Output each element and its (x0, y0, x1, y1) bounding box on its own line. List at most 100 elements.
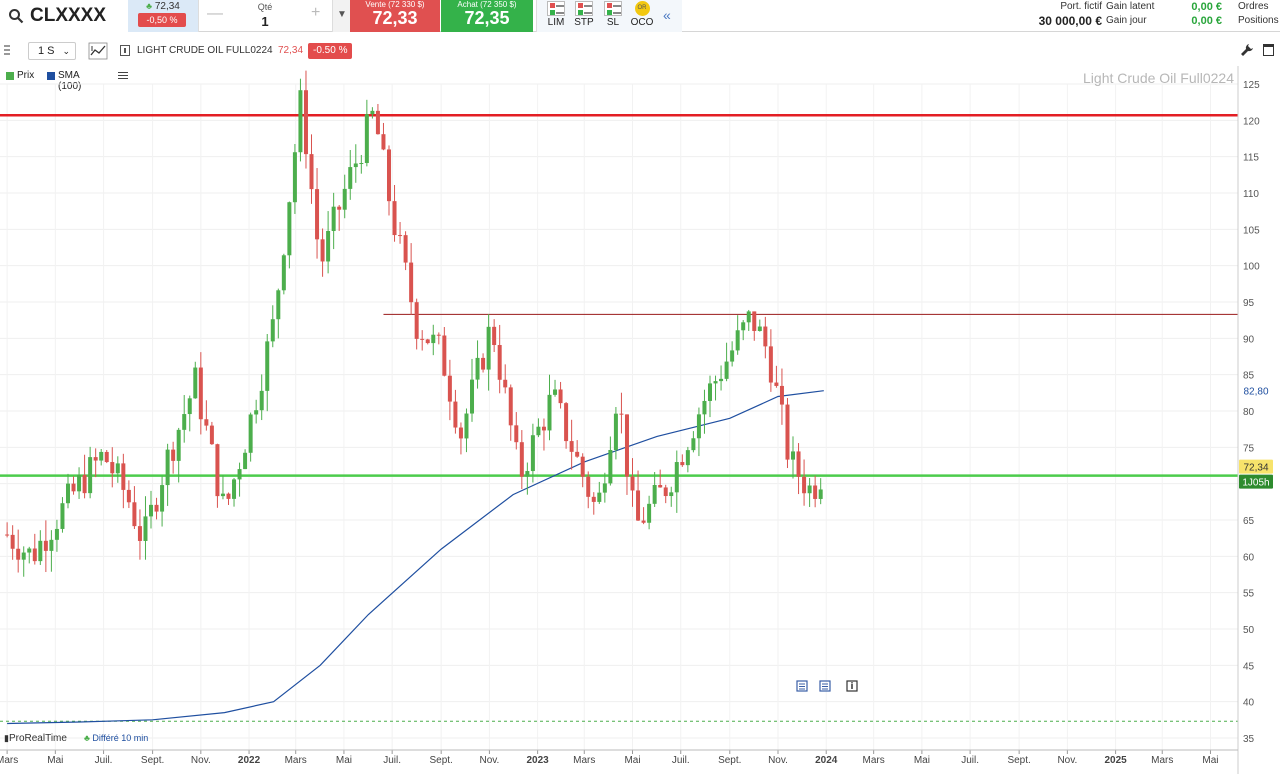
candle-body (375, 110, 380, 135)
buy-button[interactable]: Achat (72 350 $) 72,35 (441, 0, 533, 32)
positions-link[interactable]: Positions (1238, 15, 1279, 26)
candle-body (553, 389, 558, 395)
buy-label: Achat (72 350 $) (457, 0, 517, 9)
order-sl-button[interactable]: SL (598, 1, 628, 28)
candle-body (409, 262, 414, 303)
candle-body (536, 426, 541, 436)
x-axis: Mars Mai Juil. Sept. Nov. 2022 Mars Mai Juil. Sep… (0, 749, 1238, 766)
change-badge: -0,50 % (138, 13, 186, 27)
candle-body (785, 404, 790, 460)
chart-type-icon[interactable] (88, 42, 108, 60)
order-lim-button[interactable]: LIM (541, 1, 571, 28)
candle-body (541, 426, 546, 431)
candle-body (215, 444, 220, 497)
candle-body (652, 485, 657, 504)
candle-body (624, 414, 629, 477)
timeframe-select[interactable]: 1 S ⌄ (28, 42, 76, 60)
y-tick-label: 50 (1243, 625, 1255, 636)
candle-body (663, 487, 668, 497)
sell-button[interactable]: Vente (72 330 $) 72,33 (350, 0, 440, 32)
qty-increment-button[interactable]: + (311, 4, 321, 21)
candle-body (774, 382, 779, 386)
order-stp-button[interactable]: STP (569, 1, 599, 28)
order-oco-button[interactable]: OR OCO (627, 1, 657, 28)
candle-body (171, 449, 176, 461)
candle-body (575, 451, 580, 457)
candle-body (779, 385, 784, 405)
orders-link[interactable]: Ordres (1238, 1, 1269, 12)
legend-sma[interactable]: SMA (100) (58, 70, 82, 92)
drag-handle-icon[interactable] (4, 45, 10, 57)
last-price: ♣ 72,34 (128, 1, 198, 12)
candle-body (691, 438, 696, 451)
price-chart[interactable]: 3540455055606570758085909510010511011512… (0, 66, 1280, 774)
y-tick-label: 85 (1243, 371, 1255, 382)
stop-order-icon (575, 1, 593, 16)
x-tick-label: 2022 (238, 755, 261, 766)
menu-icon[interactable] (118, 72, 128, 80)
candle-body (331, 206, 336, 232)
y-tick-label: 80 (1243, 407, 1255, 418)
candle-body (619, 413, 624, 415)
x-tick-label: Mai (336, 755, 352, 766)
candle-body (757, 326, 762, 331)
candle-body (60, 503, 65, 529)
candle-body (348, 167, 353, 189)
symbol-search[interactable]: CLXXXX (0, 0, 128, 32)
x-tick-label: Juil. (961, 755, 979, 766)
y-tick-label: 40 (1243, 698, 1255, 709)
chevron-down-icon: ▼ (337, 9, 347, 20)
candle-body (93, 457, 98, 461)
candle-body (243, 452, 248, 470)
info-icon[interactable] (846, 680, 858, 692)
candle-body (99, 451, 104, 461)
candle-body (564, 403, 569, 442)
info-icon[interactable] (120, 45, 130, 56)
gain-latent-value: 0,00 € (1191, 1, 1222, 13)
candle-body (320, 239, 325, 262)
qty-value[interactable]: 1 (261, 14, 269, 29)
instrument-name: LIGHT CRUDE OIL FULL0224 (137, 45, 273, 56)
y-tick-label: 55 (1243, 589, 1255, 600)
candle-body (204, 419, 209, 426)
candle-body (104, 451, 109, 463)
qty-label: Qté (257, 2, 273, 12)
x-tick-label: Mars (0, 755, 18, 766)
legend-price[interactable]: Prix (17, 70, 35, 81)
candle-body (82, 474, 87, 494)
x-tick-label: Sept. (141, 755, 164, 766)
wrench-icon[interactable] (1240, 43, 1254, 57)
gain-jour-value: 0,00 € (1191, 15, 1222, 27)
quantity-stepper[interactable]: — Qté 1 + (198, 0, 330, 32)
candle-body (254, 410, 259, 415)
instrument-last-price: 72,34 (278, 45, 304, 56)
qty-dropdown-button[interactable]: ▼ (332, 0, 350, 32)
search-icon[interactable] (8, 8, 24, 24)
leaf-icon: ♣ (146, 1, 153, 11)
qty-decrement-button[interactable]: — (207, 5, 223, 22)
x-tick-label: Mai (914, 755, 930, 766)
x-tick-label: Mars (1151, 755, 1173, 766)
candle-body (707, 383, 712, 401)
countdown-tag: 1J05h (1242, 478, 1269, 489)
x-tick-label: 2023 (527, 755, 550, 766)
y-tick-label: 90 (1243, 334, 1255, 345)
candle-body (187, 398, 192, 415)
candle-body (398, 235, 403, 237)
delay-notice: ♣ Différé 10 min (84, 733, 148, 743)
candle-body (713, 381, 718, 384)
candle-body (270, 319, 275, 342)
candle-body (680, 462, 685, 466)
candle-body (259, 390, 264, 411)
candle-body (591, 496, 596, 502)
candle-body (763, 326, 768, 347)
candle-body (121, 463, 126, 490)
layers-icon[interactable] (819, 680, 831, 692)
candle-body (752, 311, 757, 331)
window-icon[interactable] (1263, 44, 1274, 56)
y-tick-label: 105 (1243, 225, 1260, 236)
collapse-icon[interactable]: « (663, 7, 671, 23)
copy-icon[interactable] (796, 680, 808, 692)
candle-body (54, 528, 59, 540)
candle-body (746, 311, 751, 323)
